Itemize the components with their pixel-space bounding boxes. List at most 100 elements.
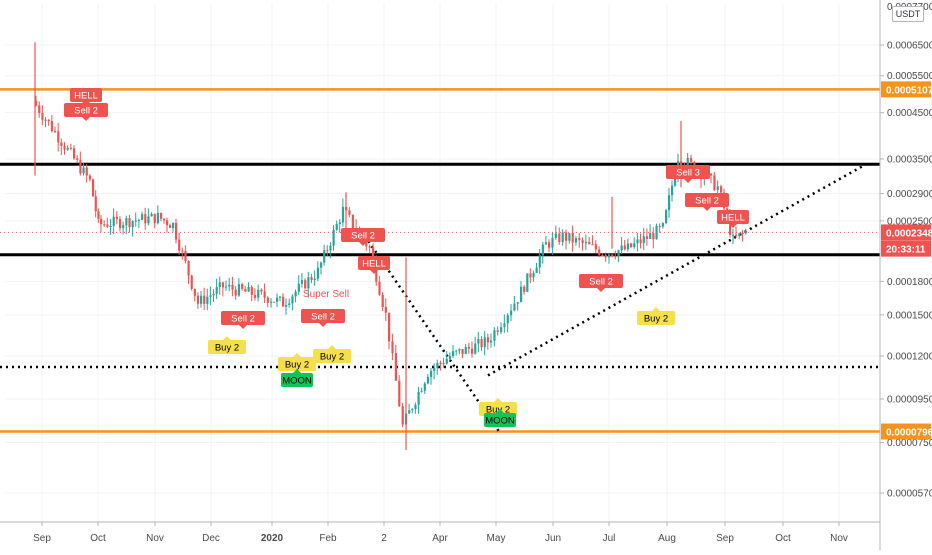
candle-body <box>639 239 642 244</box>
candle-body <box>426 377 430 384</box>
candle-body <box>649 233 652 239</box>
signal-label-bg <box>221 311 265 325</box>
candle-body <box>184 250 187 262</box>
candle-body <box>477 339 480 344</box>
time-tick-label: Feb <box>319 533 337 544</box>
candle-body <box>225 286 228 288</box>
candle-body <box>172 223 175 228</box>
signal-label-text: Buy 2 <box>644 314 668 325</box>
signal-label-text: Sell 3 <box>676 168 700 179</box>
candle-body <box>574 238 578 243</box>
candle-body <box>541 244 544 256</box>
candle-body <box>279 296 282 298</box>
candle-body <box>247 286 250 292</box>
candle-body <box>455 350 458 352</box>
candle-body <box>661 223 665 227</box>
candle-body <box>82 167 85 174</box>
candle-body <box>665 210 668 224</box>
candle-body <box>471 348 474 354</box>
candle-body <box>738 233 741 237</box>
candle-body <box>452 351 455 357</box>
candle-body <box>131 221 134 228</box>
candle-body <box>85 167 88 176</box>
price-tag-bg <box>881 423 931 440</box>
signal-label-bg <box>479 402 517 416</box>
candle-body <box>626 243 630 250</box>
candle-body <box>35 100 38 106</box>
candle-body <box>594 244 597 250</box>
candle-body <box>203 295 206 304</box>
candle-body <box>420 390 423 392</box>
candle-body <box>329 245 332 251</box>
candle-body <box>300 280 304 284</box>
candle-body <box>686 157 689 166</box>
candle-body <box>163 218 166 221</box>
signal-pointer <box>729 224 737 228</box>
candle-body <box>520 286 523 303</box>
signal-label-text: HELL <box>721 213 745 224</box>
time-tick-label: May <box>487 533 506 544</box>
price-tick-label: 0.0003500 <box>887 154 932 165</box>
candle-body <box>147 216 150 224</box>
candle-body <box>237 284 241 296</box>
signal-pointer <box>496 409 504 413</box>
candle-body <box>671 185 674 196</box>
grid-layer <box>5 4 880 522</box>
price-tick-label: 0.0001500 <box>887 310 932 321</box>
price-tag: 0.0005107 <box>881 81 932 98</box>
candle-body <box>535 267 538 273</box>
candle-body <box>461 349 464 354</box>
signal-pointer <box>494 398 502 402</box>
candle-body <box>503 323 506 328</box>
candle-body <box>137 219 141 221</box>
signal-label-text: Sell 2 <box>695 196 719 207</box>
candle-body <box>297 283 300 292</box>
candle-body <box>285 305 288 307</box>
candle-body <box>735 234 738 237</box>
signal-label-sell: Sell 2 <box>685 193 729 211</box>
candle-body <box>50 121 54 132</box>
signal-label-text: Sell 2 <box>74 106 98 117</box>
candle-body <box>276 297 279 302</box>
signal-pointer <box>293 353 301 357</box>
candle-body <box>588 242 591 245</box>
candle-body <box>169 225 172 228</box>
candle-body <box>601 254 604 256</box>
candle-body <box>411 409 414 411</box>
candle-body <box>212 293 215 296</box>
candle-body <box>565 232 568 241</box>
signal-pointer <box>370 270 378 274</box>
candle-body <box>38 105 41 114</box>
candle-body <box>294 291 297 297</box>
signal-label-bg <box>341 228 385 242</box>
candle-body <box>231 284 234 290</box>
price-tick-label: 0.0000950 <box>887 394 932 405</box>
currency-label: USDT <box>892 6 924 22</box>
candle-body <box>372 247 375 260</box>
candle-body <box>218 282 221 287</box>
candle-body <box>187 261 190 276</box>
signal-label-text: Sell 2 <box>589 277 613 288</box>
signal-label-text: HELL <box>362 259 386 270</box>
candle-body <box>368 246 371 248</box>
candle-body <box>206 296 209 304</box>
candle-body <box>490 340 493 343</box>
candle-body <box>338 222 341 225</box>
candle-body <box>584 242 588 244</box>
price-tag: 0.0002348 <box>881 224 932 241</box>
candle-body <box>401 406 404 425</box>
downtrend-line <box>363 235 502 434</box>
signal-label-text: Sell 2 <box>231 314 255 325</box>
candle-body <box>655 225 658 240</box>
candle-body <box>109 226 112 228</box>
signal-label-text: Buy 2 <box>486 405 510 416</box>
candle-body <box>436 362 439 368</box>
candle-body <box>41 113 44 120</box>
candle-body <box>150 213 153 217</box>
candle-body <box>260 289 263 292</box>
candle-body <box>63 145 66 150</box>
candle-body <box>442 363 445 365</box>
candle-body <box>741 233 744 235</box>
candle-body <box>250 286 253 295</box>
